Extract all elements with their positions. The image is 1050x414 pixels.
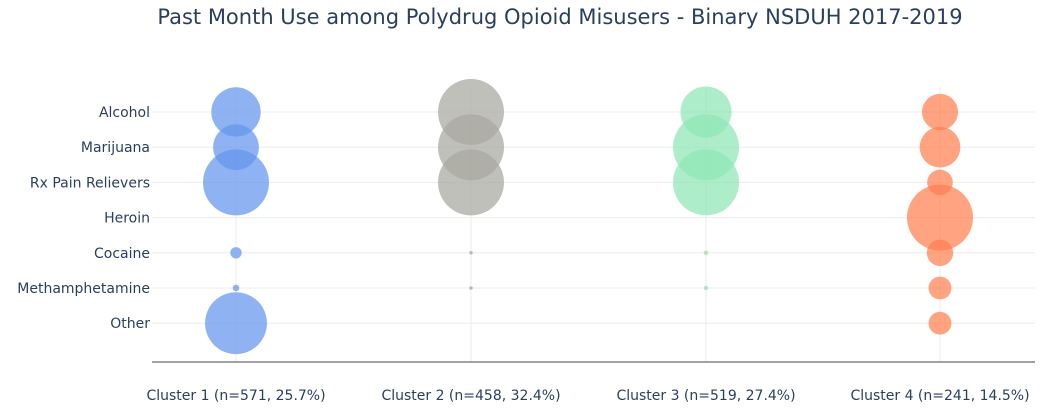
x-tick-label-cluster-3: Cluster 3 (n=519, 27.4%) [616, 388, 795, 404]
bubble-cluster-1-cocaine[interactable] [230, 247, 242, 259]
grid [152, 87, 1035, 362]
bubble-cluster-4-cocaine[interactable] [926, 239, 954, 266]
y-tick-label-cocaine: Cocaine [94, 246, 150, 262]
x-tick-label-cluster-2: Cluster 2 (n=458, 32.4%) [381, 388, 560, 404]
bubble-cluster-2-rx-pain-relievers[interactable] [438, 149, 504, 216]
y-tick-label-other: Other [110, 316, 150, 332]
bubble-cluster-1-rx-pain-relievers[interactable] [203, 149, 269, 216]
bubble-cluster-4-other[interactable] [928, 311, 952, 335]
bubble-cluster-1-methamphetamine[interactable] [232, 284, 240, 292]
x-tick-label-cluster-1: Cluster 1 (n=571, 25.7%) [146, 388, 325, 404]
bubble-cluster-3-rx-pain-relievers[interactable] [673, 149, 739, 216]
bubble-cluster-4-marijuana[interactable] [919, 126, 961, 168]
y-tick-label-marijuana: Marijuana [81, 140, 150, 156]
bubble-cluster-1-alcohol[interactable] [211, 87, 261, 137]
y-tick-label-methamphetamine: Methamphetamine [17, 281, 150, 297]
bubble-cluster-2-cocaine[interactable] [469, 250, 473, 255]
axes: Alcohol Marijuana Rx Pain Relievers Heroin C… [17, 105, 1035, 404]
bubble-cluster-4-methamphetamine[interactable] [928, 276, 952, 300]
y-tick-label-rx-pain-relievers: Rx Pain Relievers [30, 175, 150, 191]
bubbles [203, 79, 973, 355]
x-tick-label-cluster-4: Cluster 4 (n=241, 14.5%) [850, 388, 1029, 404]
bubble-cluster-4-heroin[interactable] [907, 184, 973, 251]
bubble-cluster-3-methamphetamine[interactable] [703, 285, 709, 291]
bubble-cluster-2-methamphetamine[interactable] [469, 286, 473, 290]
bubble-cluster-1-other[interactable] [205, 292, 267, 355]
bubble-cluster-3-cocaine[interactable] [703, 250, 709, 256]
bubble-cluster-4-alcohol[interactable] [921, 93, 959, 131]
y-tick-label-heroin: Heroin [104, 211, 150, 227]
y-tick-label-alcohol: Alcohol [99, 105, 150, 121]
chart-title: Past Month Use among Polydrug Opioid Mis… [157, 5, 962, 29]
